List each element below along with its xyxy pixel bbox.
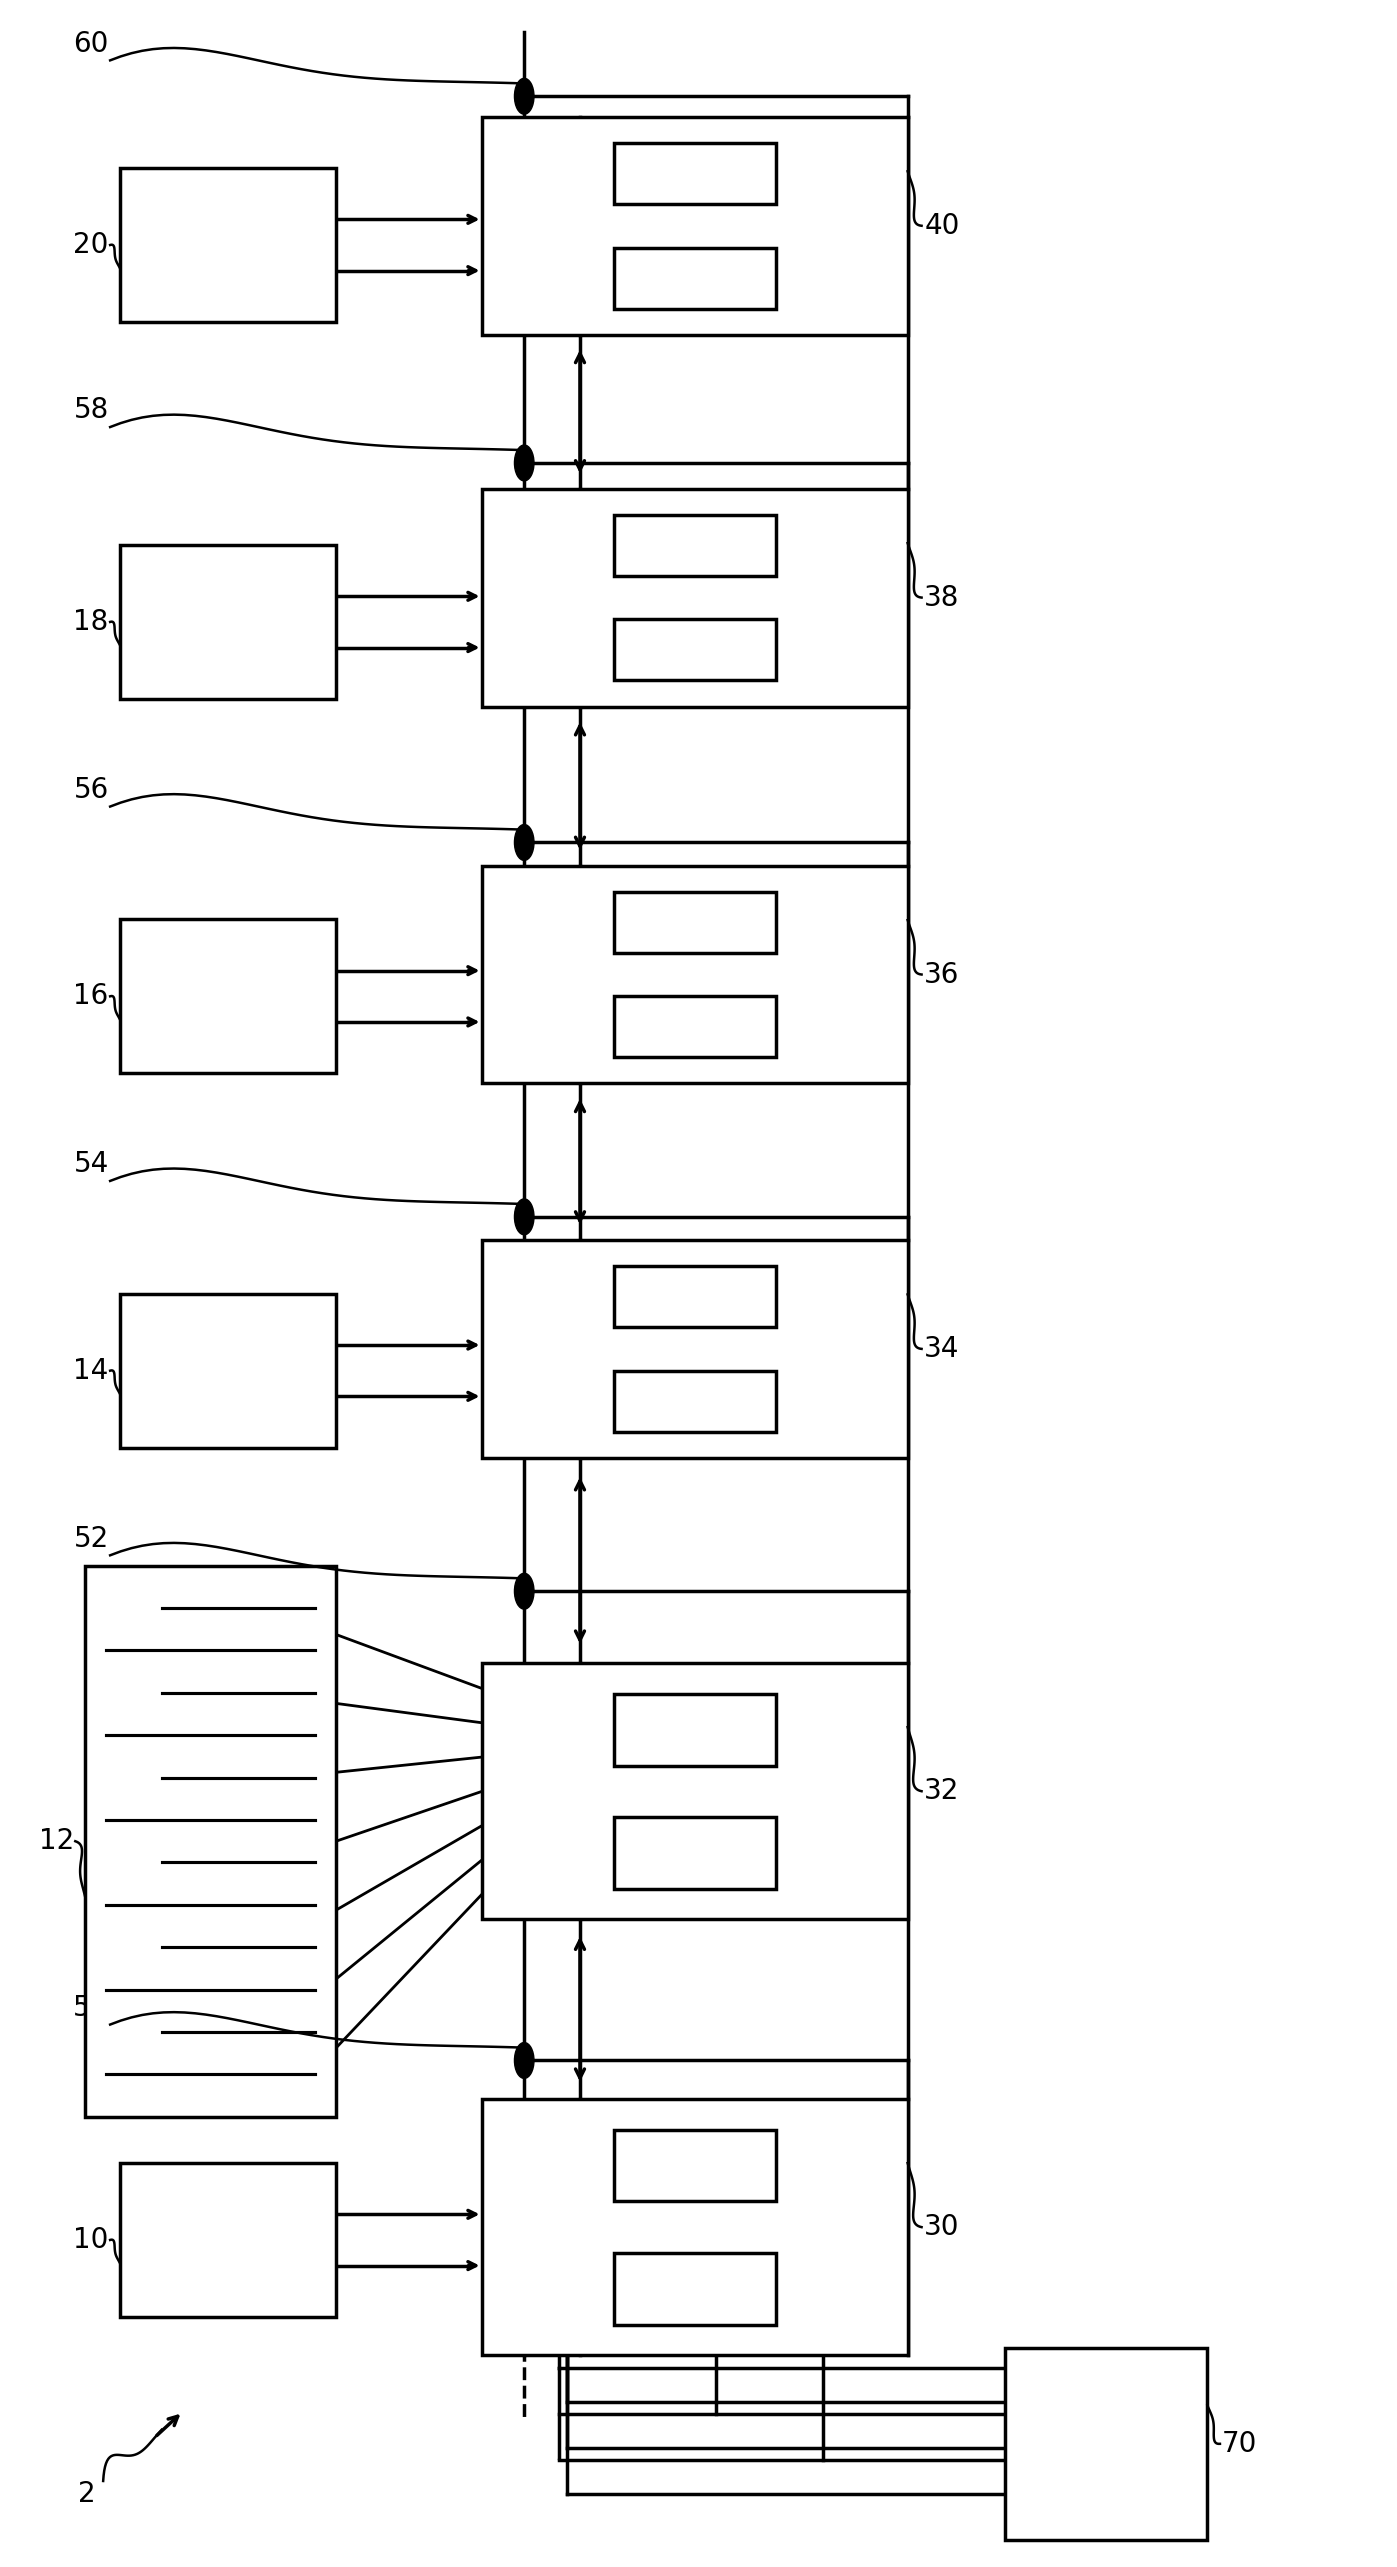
Text: 10: 10 bbox=[74, 2226, 109, 2254]
Text: 30: 30 bbox=[925, 2213, 960, 2241]
Text: 54: 54 bbox=[74, 1150, 109, 1178]
Circle shape bbox=[514, 444, 534, 480]
Circle shape bbox=[514, 2043, 534, 2079]
Text: 12: 12 bbox=[39, 1828, 74, 1856]
Circle shape bbox=[514, 80, 534, 113]
Bar bbox=[482, 865, 908, 1083]
Bar bbox=[120, 919, 337, 1073]
Bar bbox=[615, 1694, 775, 1766]
Text: 50: 50 bbox=[74, 1995, 109, 2023]
Text: 56: 56 bbox=[74, 775, 109, 803]
Circle shape bbox=[514, 1199, 534, 1235]
Text: 38: 38 bbox=[925, 583, 960, 611]
Bar bbox=[482, 1240, 908, 1458]
Text: 34: 34 bbox=[925, 1335, 960, 1363]
Bar bbox=[615, 2254, 775, 2326]
Text: 16: 16 bbox=[74, 983, 109, 1011]
Bar bbox=[85, 1566, 337, 2118]
Bar bbox=[615, 2131, 775, 2202]
Bar bbox=[615, 1371, 775, 1432]
Text: 18: 18 bbox=[74, 608, 109, 637]
Bar bbox=[120, 1294, 337, 1448]
Text: 14: 14 bbox=[74, 1358, 109, 1384]
Circle shape bbox=[514, 1574, 534, 1610]
Bar bbox=[482, 116, 908, 334]
Bar bbox=[482, 1663, 908, 1920]
Text: 58: 58 bbox=[74, 395, 109, 424]
Text: 60: 60 bbox=[74, 31, 109, 59]
Text: 2: 2 bbox=[78, 2480, 96, 2508]
Bar bbox=[482, 488, 908, 706]
Text: 20: 20 bbox=[74, 231, 109, 259]
Text: 52: 52 bbox=[74, 1525, 109, 1553]
Circle shape bbox=[514, 824, 534, 860]
Bar bbox=[615, 891, 775, 952]
Text: 40: 40 bbox=[925, 210, 960, 239]
Bar bbox=[615, 1266, 775, 1327]
Bar bbox=[1006, 2349, 1207, 2539]
Bar bbox=[482, 2100, 908, 2357]
Text: 70: 70 bbox=[1221, 2431, 1257, 2457]
Bar bbox=[615, 516, 775, 575]
Bar bbox=[615, 996, 775, 1058]
Bar bbox=[615, 1817, 775, 1889]
Text: 36: 36 bbox=[925, 960, 960, 988]
Text: 32: 32 bbox=[925, 1776, 960, 1805]
Bar bbox=[615, 246, 775, 308]
Bar bbox=[615, 144, 775, 203]
Bar bbox=[120, 2164, 337, 2318]
Bar bbox=[120, 167, 337, 321]
Bar bbox=[120, 544, 337, 698]
Bar bbox=[615, 619, 775, 680]
